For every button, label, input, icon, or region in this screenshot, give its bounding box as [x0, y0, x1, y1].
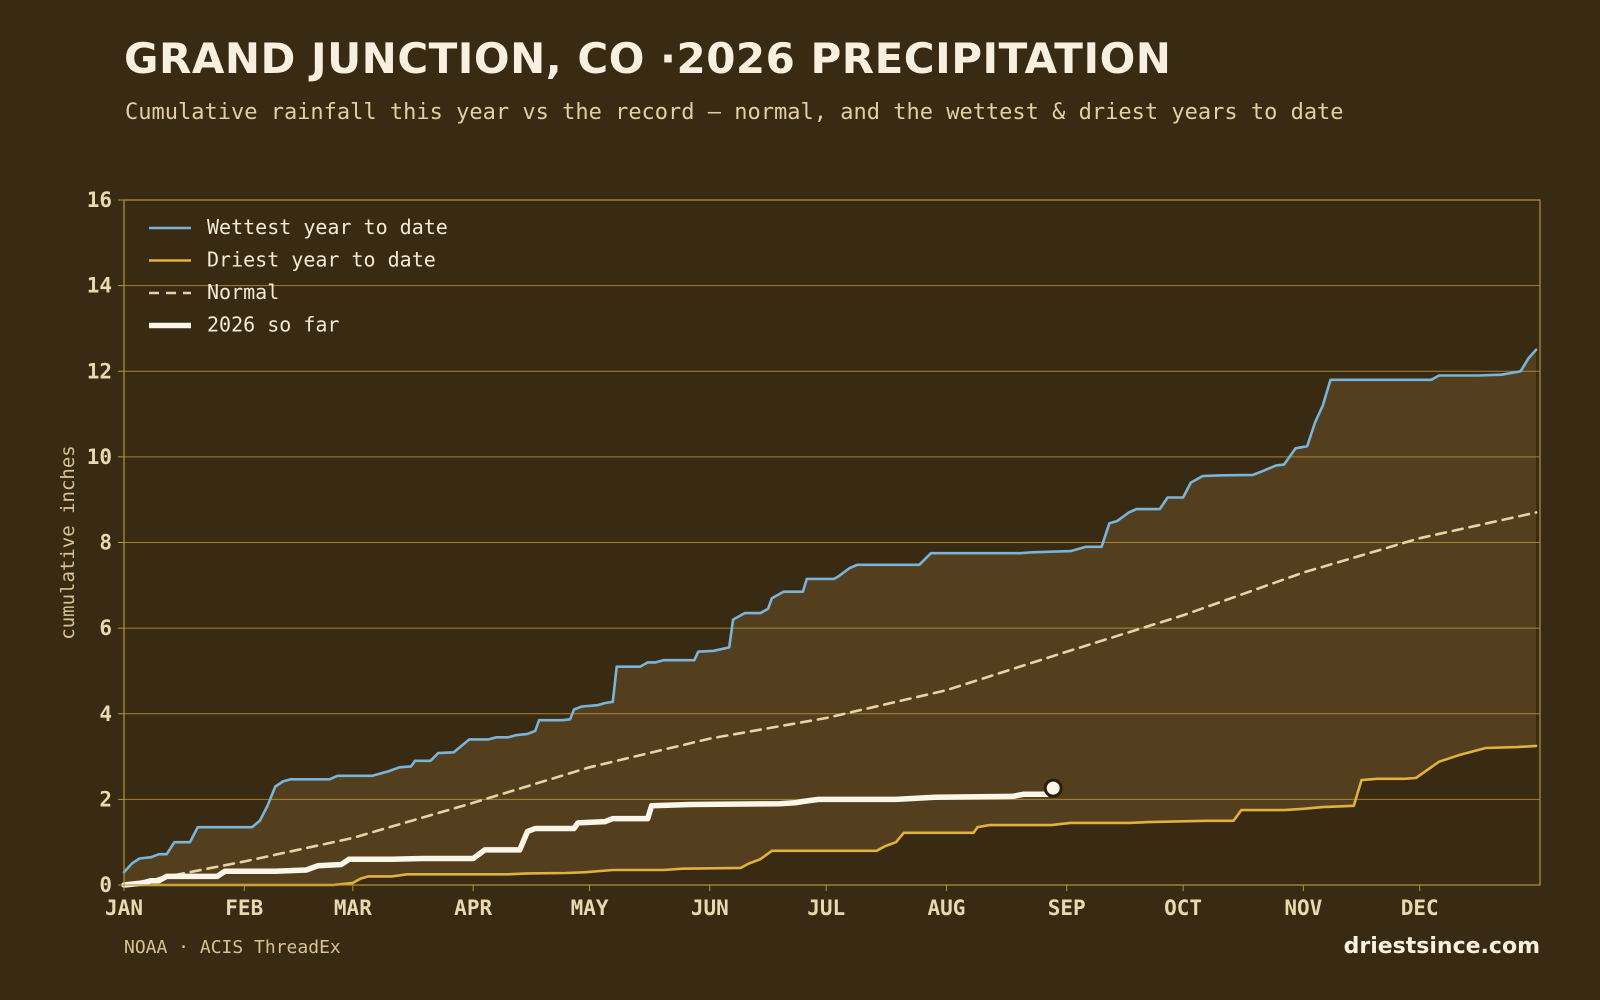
chart-subtitle: Cumulative rainfall this year vs the rec…: [125, 100, 1344, 125]
x-tick-label: APR: [454, 896, 492, 920]
y-tick-label: 6: [99, 616, 112, 640]
x-tick-label: MAY: [571, 896, 609, 920]
x-tick-label: JUL: [807, 896, 845, 920]
wet-dry-band-layer: [124, 349, 1537, 885]
y-axis-label: cumulative inches: [57, 445, 79, 639]
y-tick-label: 8: [99, 531, 112, 555]
x-tick-label: FEB: [225, 896, 263, 920]
series-line-normal: [122, 511, 1538, 887]
y-tick-label: 12: [87, 359, 112, 383]
legend-entry: Wettest year to date: [207, 215, 448, 239]
x-tick-label: NOV: [1284, 896, 1322, 920]
x-tick-label: JAN: [105, 896, 143, 920]
x-tick-label: SEP: [1048, 896, 1086, 920]
legend-entry: 2026 so far: [207, 313, 339, 337]
y-tick-label: 4: [99, 702, 112, 726]
brand-link[interactable]: driestsince.com: [1343, 934, 1540, 959]
plot-frame: [123, 199, 1541, 886]
source-credit: NOAA · ACIS ThreadEx: [124, 937, 341, 958]
series-line-2026-so-far: [121, 789, 1054, 888]
y-tick-label: 16: [87, 188, 112, 212]
series-layer: [121, 348, 1538, 888]
y-tick-label: 0: [99, 873, 112, 897]
series-line-wettest-year-to-date: [122, 348, 1538, 874]
y-tick-label: 14: [87, 274, 112, 298]
y-tick-label: 2: [99, 787, 112, 811]
axis-ticks: 0 2 4 6 8 10 12 14 16 JAN FEB MAR APR MAY JUN JUL AUG SEP…: [87, 188, 1439, 920]
y-tick-label: 10: [87, 445, 112, 469]
x-tick-label: AUG: [927, 896, 965, 920]
x-tick-label: OCT: [1164, 896, 1202, 920]
legend-entry: Driest year to date: [207, 248, 436, 272]
series-line-driest-year-to-date: [122, 744, 1538, 887]
current-year-marker: [1043, 778, 1063, 798]
x-tick-label: JUN: [691, 896, 729, 920]
x-tick-label: MAR: [334, 896, 372, 920]
chart-title: GRAND JUNCTION, CO ·2026 PRECIPITATION: [124, 34, 1172, 83]
legend: Wettest year to date Driest year to date N…: [149, 215, 448, 337]
legend-entry: Normal: [207, 280, 279, 304]
x-tick-label: DEC: [1401, 896, 1439, 920]
wet-dry-band: [124, 349, 1537, 885]
